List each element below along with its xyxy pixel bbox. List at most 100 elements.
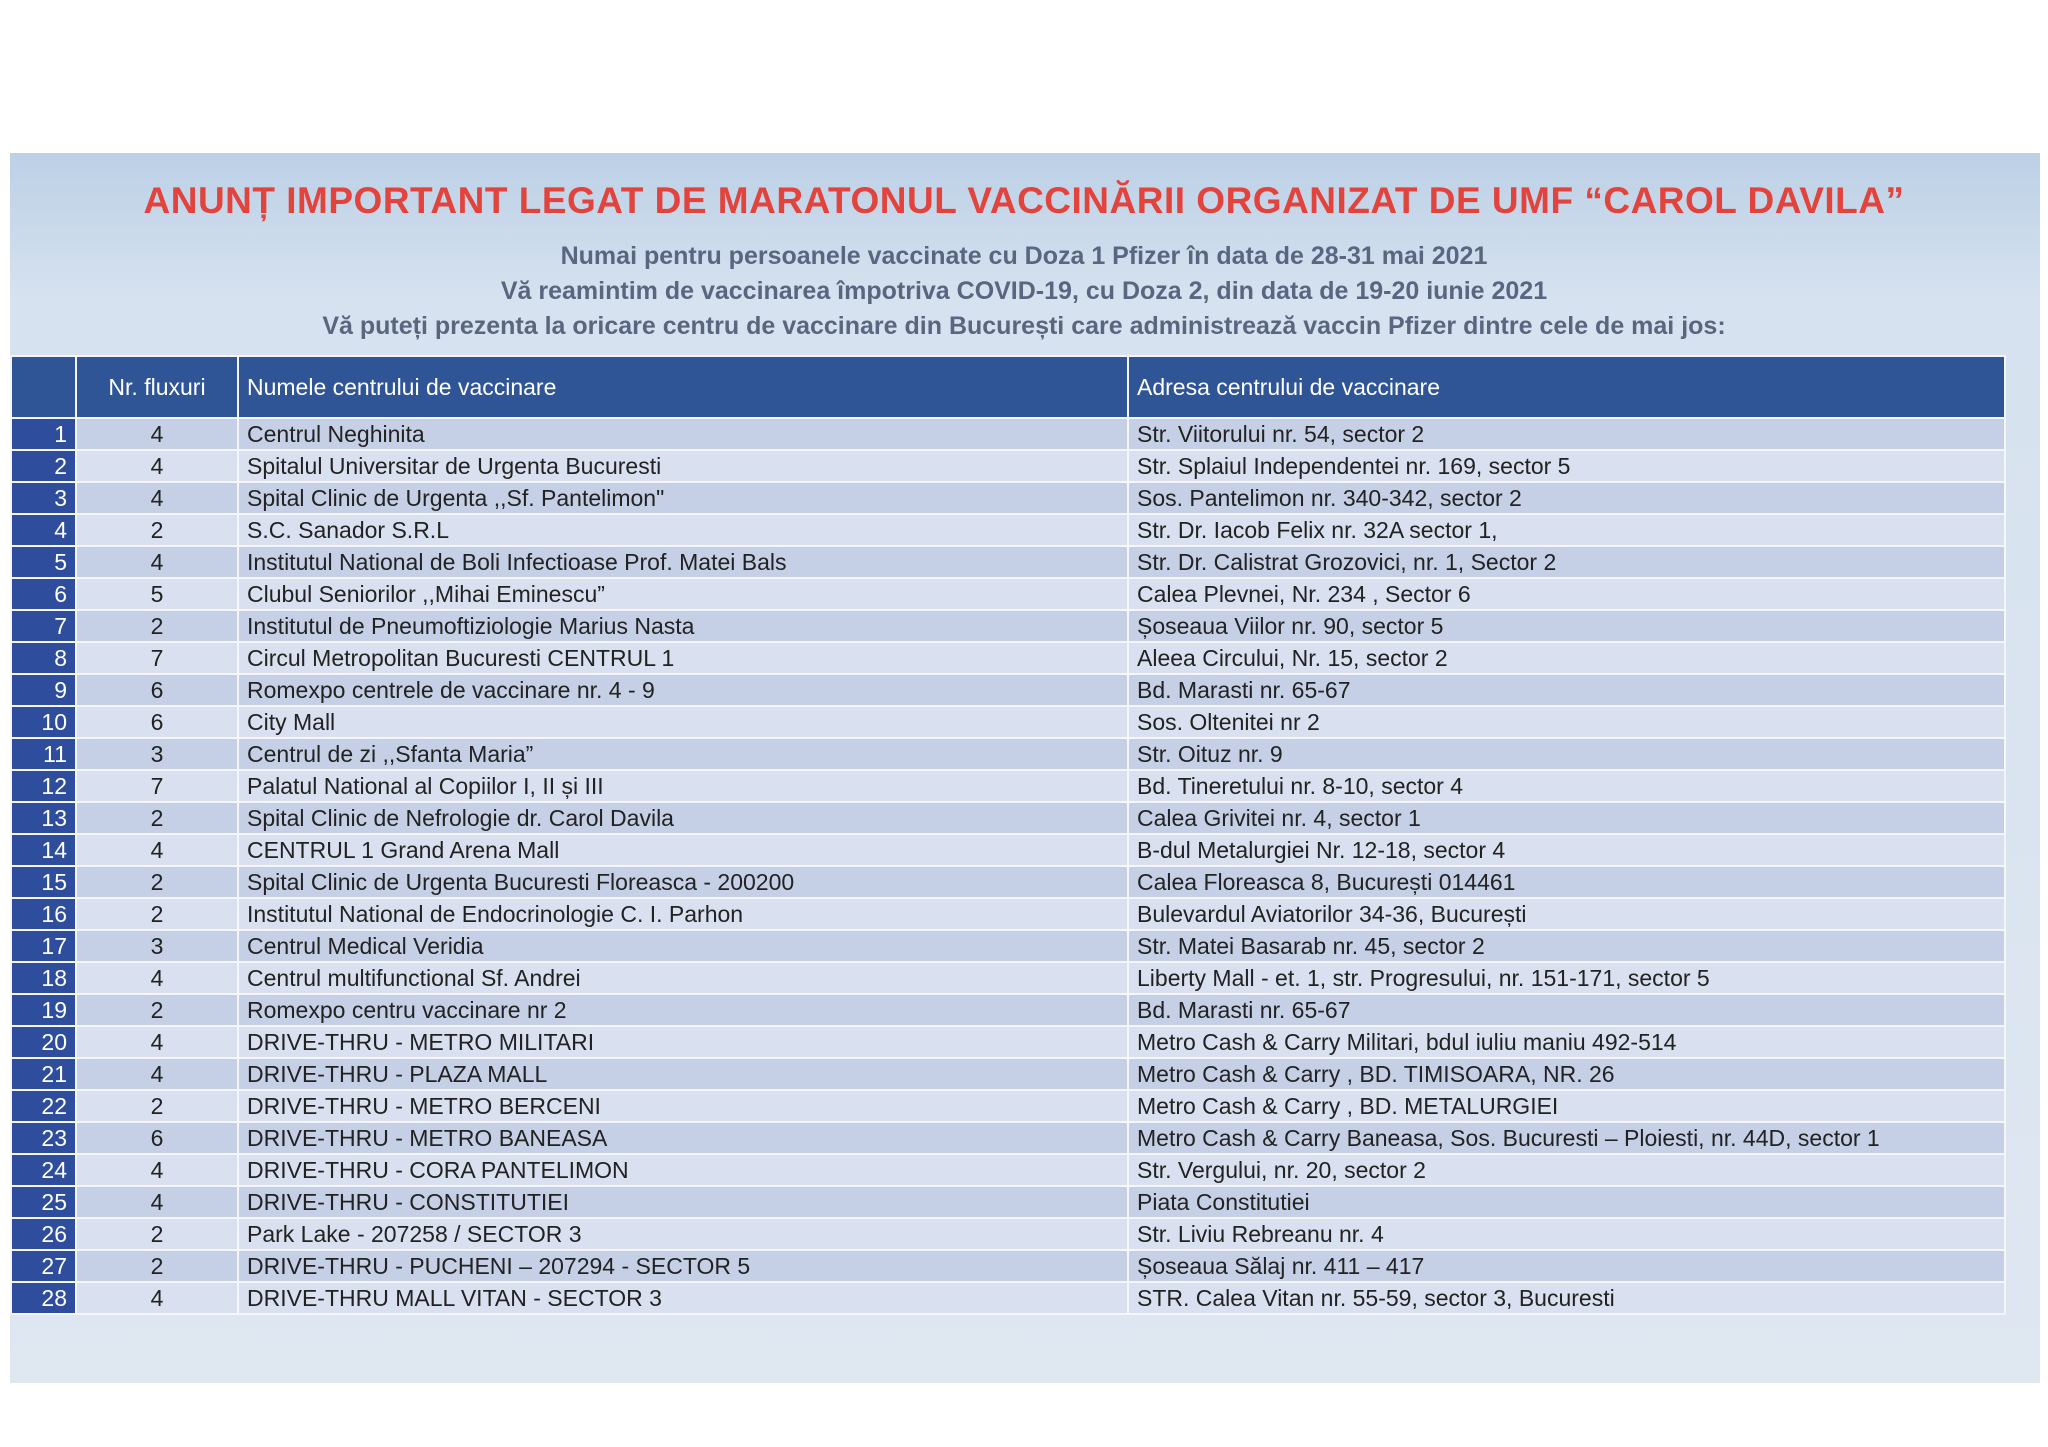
table-row: 19 2 Romexpo centru vaccinare nr 2 Bd. Mara… [10, 993, 2006, 1027]
table-cell: 11 [10, 737, 77, 771]
table-cell: 6 [75, 673, 239, 707]
table-cell: 4 [75, 961, 239, 995]
table-row: 23 6 DRIVE-THRU - METRO BANEASA Metro Cash … [10, 1121, 2006, 1155]
table-cell: Bd. Marasti nr. 65-67 [1127, 993, 2006, 1027]
subtitle: Vă reamintim de vaccinarea împotriva COV… [500, 277, 1548, 305]
table-cell: Centrul de zi ,,Sfanta Maria” [237, 737, 1129, 771]
table-cell: 20 [10, 1025, 77, 1059]
table-cell: Park Lake - 207258 / SECTOR 3 [237, 1217, 1129, 1251]
table-cell: 19 [10, 993, 77, 1027]
table-row: 13 2 Spital Clinic de Nefrologie dr. Carol… [10, 801, 2006, 835]
table-cell: 4 [75, 1057, 239, 1091]
table-cell: 4 [75, 833, 239, 867]
header-cell: Nr. fluxuri [75, 355, 239, 419]
table-cell: Bulevardul Aviatorilor 34-36, București [1127, 897, 2006, 931]
table-cell: Centrul Neghinita [237, 417, 1129, 451]
table-cell: 4 [75, 481, 239, 515]
table-row: 27 2 DRIVE-THRU - PUCHENI – 207294 - SECTO… [10, 1249, 2006, 1283]
table-cell: Calea Floreasca 8, București 014461 [1127, 865, 2006, 899]
table-cell: Calea Plevnei, Nr. 234 , Sector 6 [1127, 577, 2006, 611]
table-cell: 5 [10, 545, 77, 579]
table-cell: 7 [75, 769, 239, 803]
table-cell: Metro Cash & Carry Militari, bdul iuliu … [1127, 1025, 2006, 1059]
table-cell: 4 [75, 1185, 239, 1219]
table-row: 22 2 DRIVE-THRU - METRO BERCENI Metro Cash … [10, 1089, 2006, 1123]
table-cell: 2 [75, 609, 239, 643]
table-cell: 2 [75, 897, 239, 931]
table-cell: Șoseaua Sălaj nr. 411 – 417 [1127, 1249, 2006, 1283]
table-cell: CENTRUL 1 Grand Arena Mall [237, 833, 1129, 867]
table-cell: Metro Cash & Carry , BD. METALURGIEI [1127, 1089, 2006, 1123]
table-cell: Bd. Marasti nr. 65-67 [1127, 673, 2006, 707]
table-row: 7 2 Institutul de Pneumoftiziologie Marius… [10, 609, 2006, 643]
table-cell: Centrul Medical Veridia [237, 929, 1129, 963]
table-cell: Clubul Seniorilor ,,Mihai Eminescu” [237, 577, 1129, 611]
table-cell: STR. Calea Vitan nr. 55-59, sector 3, Bu… [1127, 1281, 2006, 1315]
table-row: 14 4 CENTRUL 1 Grand Arena Mall B-dul Metal… [10, 833, 2006, 867]
table-cell: DRIVE-THRU - CONSTITUTIEI [237, 1185, 1129, 1219]
table-cell: Aleea Circului, Nr. 15, sector 2 [1127, 641, 2006, 675]
table-row: 5 4 Institutul National de Boli Infectioas… [10, 545, 2006, 579]
table-row: 10 6 City Mall Sos. Oltenitei nr 2 [10, 705, 2006, 739]
title: ANUNȚ IMPORTANT LEGAT DE MARATONUL VACCI… [143, 180, 1905, 221]
subtitle: Vă puteți prezenta la oricare centru de … [322, 312, 1726, 340]
table-cell: DRIVE-THRU - PUCHENI – 207294 - SECTOR 5 [237, 1249, 1129, 1283]
table-row: 16 2 Institutul National de Endocrinologie… [10, 897, 2006, 931]
table-cell: Sos. Pantelimon nr. 340-342, sector 2 [1127, 481, 2006, 515]
table-row: 4 2 S.C. Sanador S.R.L Str. Dr. Iacob Felix… [10, 513, 2006, 547]
table-row: 26 2 Park Lake - 207258 / SECTOR 3 Str. Liv… [10, 1217, 2006, 1251]
table-cell: 13 [10, 801, 77, 835]
table-cell: 12 [10, 769, 77, 803]
table-cell: 7 [10, 609, 77, 643]
table-cell: DRIVE-THRU - PLAZA MALL [237, 1057, 1129, 1091]
table-cell: Metro Cash & Carry Baneasa, Sos. Bucures… [1127, 1121, 2006, 1155]
table-cell: 4 [75, 1281, 239, 1315]
table-cell: 28 [10, 1281, 77, 1315]
table-row: 17 3 Centrul Medical Veridia Str. Matei Bas… [10, 929, 2006, 963]
table-cell: 16 [10, 897, 77, 931]
table-cell: Str. Dr. Iacob Felix nr. 32A sector 1, [1127, 513, 2006, 547]
table-cell: Institutul de Pneumoftiziologie Marius N… [237, 609, 1129, 643]
table-cell: 4 [75, 1025, 239, 1059]
table-cell: 9 [10, 673, 77, 707]
table-cell: 4 [10, 513, 77, 547]
table-row: 28 4 DRIVE-THRU MALL VITAN - SECTOR 3 STR. … [10, 1281, 2006, 1315]
table-cell: B-dul Metalurgiei Nr. 12-18, sector 4 [1127, 833, 2006, 867]
table-row: 24 4 DRIVE-THRU - CORA PANTELIMON Str. Verg… [10, 1153, 2006, 1187]
table-cell: 10 [10, 705, 77, 739]
table-row: 21 4 DRIVE-THRU - PLAZA MALL Metro Cash & C… [10, 1057, 2006, 1091]
table-cell: Centrul multifunctional Sf. Andrei [237, 961, 1129, 995]
table-cell: 2 [75, 1249, 239, 1283]
table-row: 8 7 Circul Metropolitan Bucuresti CENTRUL … [10, 641, 2006, 675]
table-cell: DRIVE-THRU - METRO MILITARI [237, 1025, 1129, 1059]
table-cell: Str. Viitorului nr. 54, sector 2 [1127, 417, 2006, 451]
table-cell: Circul Metropolitan Bucuresti CENTRUL 1 [237, 641, 1129, 675]
table-cell: 14 [10, 833, 77, 867]
table-cell: 2 [75, 801, 239, 835]
table-cell: 2 [75, 1089, 239, 1123]
table-cell: 4 [75, 449, 239, 483]
table-cell: 4 [75, 417, 239, 451]
table-cell: Str. Vergului, nr. 20, sector 2 [1127, 1153, 2006, 1187]
table-cell: 21 [10, 1057, 77, 1091]
table-cell: 2 [75, 993, 239, 1027]
table-cell: 15 [10, 865, 77, 899]
table-cell: 3 [75, 929, 239, 963]
table-row: 18 4 Centrul multifunctional Sf. Andrei Lib… [10, 961, 2006, 995]
table-cell: 1 [10, 417, 77, 451]
table-cell: 3 [10, 481, 77, 515]
table-cell: 27 [10, 1249, 77, 1283]
table-cell: Sos. Oltenitei nr 2 [1127, 705, 2006, 739]
table-cell: 17 [10, 929, 77, 963]
table-cell: 2 [10, 449, 77, 483]
table-cell: 4 [75, 1153, 239, 1187]
header-cell: Adresa centrului de vaccinare [1127, 355, 2006, 419]
table-cell: Spitalul Universitar de Urgenta Bucurest… [237, 449, 1129, 483]
table-cell: Institutul National de Endocrinologie C.… [237, 897, 1129, 931]
table-cell: Metro Cash & Carry , BD. TIMISOARA, NR. … [1127, 1057, 2006, 1091]
table-cell: Str. Oituz nr. 9 [1127, 737, 2006, 771]
subtitle: Numai pentru persoanele vaccinate cu Doz… [560, 242, 1488, 270]
table-cell: Calea Grivitei nr. 4, sector 1 [1127, 801, 2006, 835]
table-cell: Str. Dr. Calistrat Grozovici, nr. 1, Sec… [1127, 545, 2006, 579]
